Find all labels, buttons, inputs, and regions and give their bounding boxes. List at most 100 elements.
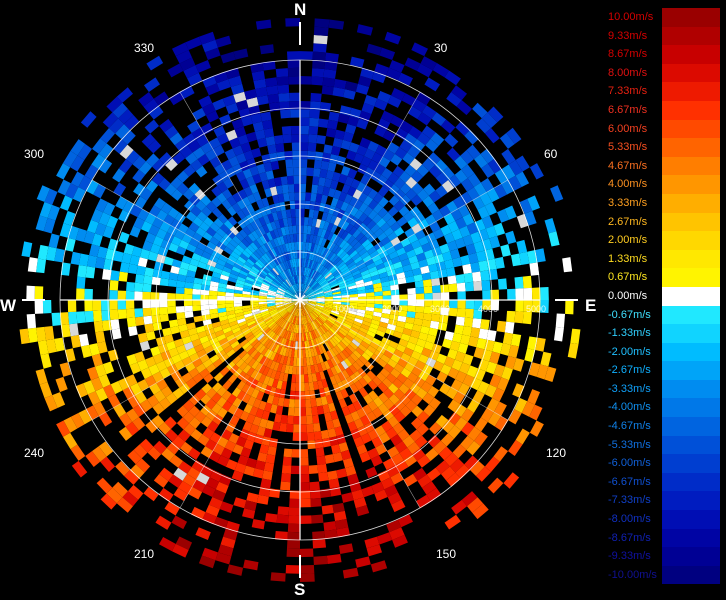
velocity-cell	[277, 193, 285, 203]
velocity-cell	[262, 357, 270, 367]
velocity-cell	[139, 438, 154, 453]
velocity-cell	[203, 373, 214, 384]
velocity-cell	[70, 155, 85, 172]
velocity-cell	[253, 263, 262, 271]
legend-row: 1.33m/s	[606, 249, 722, 269]
velocity-cell	[202, 512, 217, 525]
velocity-cell	[449, 458, 465, 473]
velocity-cell	[405, 275, 415, 284]
velocity-cell	[353, 219, 363, 230]
velocity-cell	[142, 283, 152, 293]
velocity-cell	[300, 134, 309, 143]
velocity-cell	[280, 414, 288, 424]
velocity-cell	[246, 334, 255, 342]
legend-label: -2.67m/s	[608, 364, 651, 377]
velocity-cell	[220, 341, 231, 350]
velocity-cell	[211, 271, 222, 279]
velocity-cell	[240, 142, 252, 153]
velocity-cell	[275, 301, 284, 304]
velocity-cell	[196, 348, 207, 359]
velocity-cell	[427, 202, 440, 215]
velocity-cell	[165, 341, 177, 351]
legend-label: 3.33m/s	[608, 196, 648, 209]
velocity-cell	[295, 217, 300, 226]
velocity-cell	[390, 153, 403, 166]
velocity-cell	[362, 185, 373, 196]
velocity-cell	[455, 121, 471, 136]
velocity-cell	[295, 332, 299, 342]
velocity-cell	[135, 274, 145, 284]
velocity-cell	[375, 329, 386, 338]
velocity-cell	[238, 361, 248, 371]
velocity-cell	[132, 417, 146, 431]
velocity-cell	[307, 268, 312, 277]
velocity-cell	[247, 244, 256, 254]
velocity-cell	[331, 254, 339, 264]
legend-label: -6.00m/s	[608, 457, 651, 470]
velocity-cell	[349, 305, 358, 310]
velocity-cell	[430, 132, 445, 146]
velocity-cell	[214, 262, 225, 271]
velocity-cell	[447, 425, 462, 439]
velocity-cell	[307, 440, 316, 450]
velocity-cell	[250, 349, 259, 359]
velocity-cell	[364, 94, 378, 107]
velocity-cell	[36, 258, 47, 274]
velocity-cell	[193, 343, 204, 353]
velocity-cell	[508, 409, 522, 425]
velocity-cell	[540, 286, 549, 300]
velocity-cell	[348, 310, 357, 316]
velocity-cell	[206, 387, 217, 399]
velocity-cell	[276, 363, 283, 373]
velocity-cell	[300, 548, 314, 558]
velocity-cell	[258, 226, 267, 236]
velocity-cell	[472, 503, 489, 520]
velocity-cell	[119, 144, 134, 160]
velocity-cell	[168, 347, 179, 358]
velocity-cell	[317, 354, 324, 364]
velocity-cell	[366, 330, 376, 338]
velocity-cell	[519, 198, 533, 214]
velocity-cell	[476, 337, 487, 350]
velocity-cell	[235, 333, 245, 341]
velocity-cell	[307, 293, 316, 298]
velocity-cell	[319, 314, 327, 321]
velocity-cell	[408, 335, 419, 345]
velocity-cell	[150, 292, 160, 300]
velocity-cell	[355, 346, 365, 356]
velocity-cell	[205, 504, 220, 517]
velocity-cell	[394, 399, 406, 411]
velocity-cell	[273, 238, 280, 247]
velocity-cell	[261, 197, 270, 208]
velocity-cell	[184, 311, 194, 319]
velocity-cell	[418, 235, 429, 247]
velocity-cell	[246, 457, 258, 469]
velocity-cell	[444, 331, 455, 341]
legend-swatch	[662, 268, 720, 287]
velocity-cell	[510, 253, 522, 267]
velocity-cell	[246, 176, 256, 187]
velocity-cell	[242, 421, 253, 432]
velocity-cell	[306, 332, 311, 341]
velocity-cell	[334, 246, 342, 255]
velocity-cell	[272, 421, 281, 432]
velocity-cell	[143, 486, 159, 502]
velocity-cell	[312, 356, 318, 365]
velocity-cell	[209, 337, 219, 346]
velocity-cell	[420, 56, 437, 71]
velocity-cell	[305, 192, 312, 202]
velocity-cell	[226, 313, 236, 320]
velocity-cell	[410, 170, 424, 183]
velocity-cell	[332, 293, 342, 297]
velocity-cell	[39, 201, 53, 218]
velocity-cell	[171, 189, 183, 201]
velocity-cell	[279, 309, 288, 316]
velocity-cell	[238, 107, 251, 119]
velocity-cell	[347, 403, 357, 414]
velocity-cell	[433, 360, 444, 372]
velocity-cell	[226, 229, 236, 239]
velocity-cell	[273, 314, 281, 321]
legend-swatch	[662, 212, 720, 232]
velocity-cell	[289, 286, 296, 294]
azimuth-label-30: 30	[434, 41, 448, 55]
